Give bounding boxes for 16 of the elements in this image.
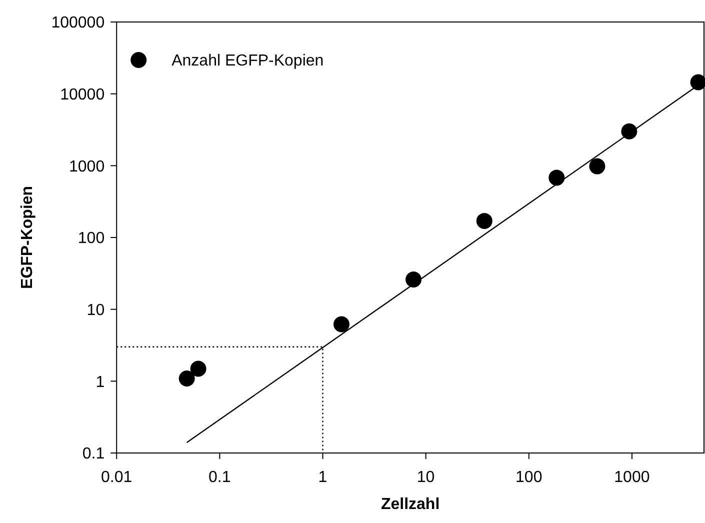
x-tick-label: 100 bbox=[516, 469, 542, 486]
y-tick-label: 100000 bbox=[51, 14, 105, 32]
x-tick-label: 0.01 bbox=[101, 469, 132, 486]
y-tick-label: 100 bbox=[78, 230, 105, 248]
y-tick-label: 10 bbox=[86, 302, 105, 319]
y-tick-label: 1 bbox=[96, 374, 105, 391]
legend-label: Anzahl EGFP-Kopien bbox=[172, 52, 324, 70]
y-tick-label: 1000 bbox=[69, 158, 105, 176]
y-tick-label: 10000 bbox=[60, 86, 105, 104]
y-axis-title: EGFP-Kopien bbox=[19, 186, 36, 290]
x-tick-label: 0.1 bbox=[208, 469, 231, 486]
x-axis-title: Zellzahl bbox=[380, 496, 440, 513]
x-tick-label: 1 bbox=[318, 469, 328, 486]
x-tick-label: 10 bbox=[416, 469, 435, 486]
x-tick-label: 1000 bbox=[614, 469, 650, 486]
y-tick-label: 0.1 bbox=[82, 446, 105, 463]
